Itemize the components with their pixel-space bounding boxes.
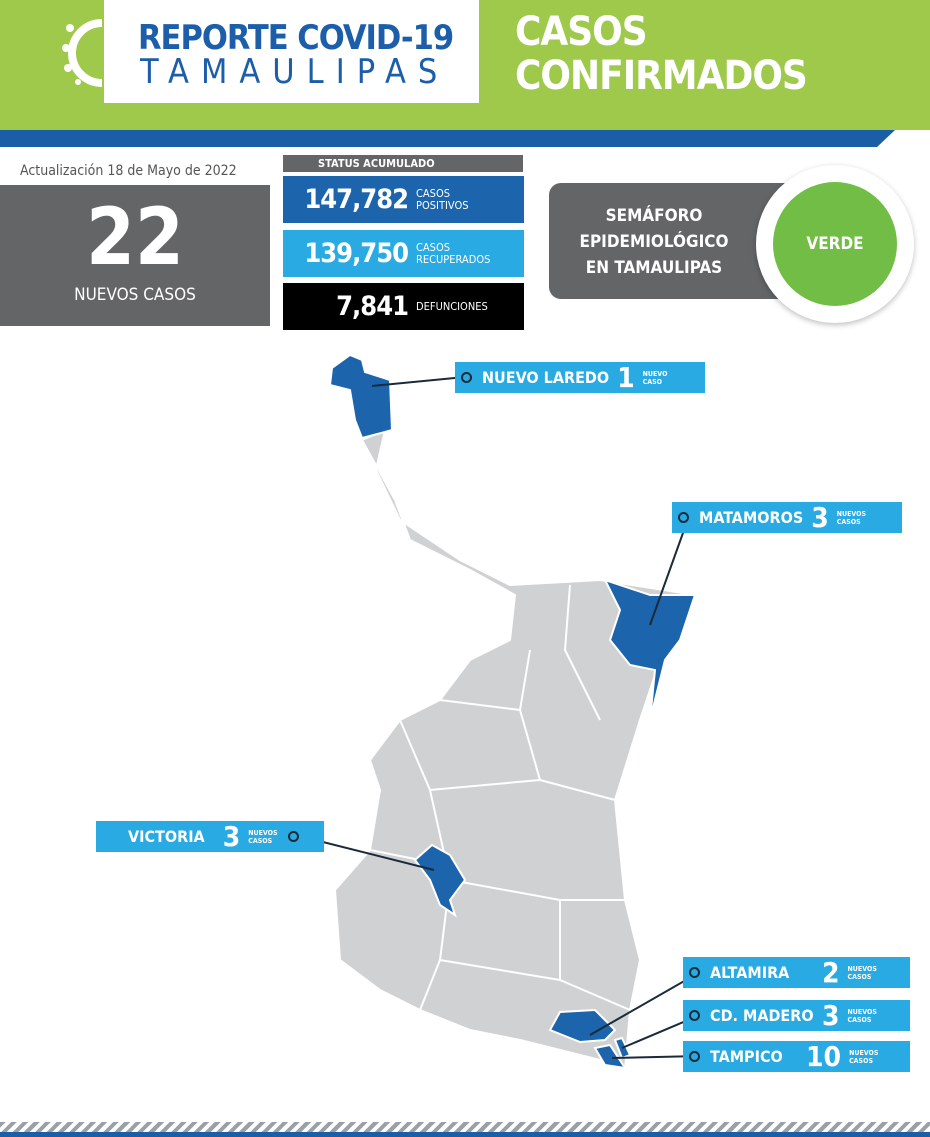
stat-recovered: 139,750 CASOS RECUPERADOS	[283, 230, 524, 277]
municipality-victoria	[413, 843, 467, 918]
header-stripe	[0, 130, 895, 147]
stat-value: 147,782	[304, 184, 409, 215]
stat-value: 139,750	[304, 238, 409, 269]
municipality-name: MATAMOROS	[699, 508, 804, 527]
municipality-matamoros	[603, 578, 697, 721]
unit-text: NUEVOS	[849, 1048, 879, 1057]
stat-label: RECUPERADOS	[416, 252, 491, 266]
municipality-altamira	[548, 1008, 617, 1044]
municipality-tampico	[593, 1043, 628, 1070]
unit-text: NUEVOS	[847, 1007, 877, 1016]
update-date: Actualización 18 de Mayo de 2022	[20, 163, 237, 179]
pin-icon	[689, 967, 700, 978]
pin-icon	[689, 1010, 700, 1021]
new-cases-box: 22 NUEVOS CASOS	[0, 185, 270, 326]
label-cd-madero: CD. MADERO 3 NUEVOS CASOS	[683, 999, 910, 1032]
municipality-name: NUEVO LAREDO	[482, 368, 610, 387]
unit-text: NUEVOS	[248, 828, 278, 837]
semaforo-line: EN TAMAULIPAS	[585, 258, 723, 278]
stat-deaths: 7,841 DEFUNCIONES	[283, 283, 524, 330]
leader-line-nuevo-laredo	[371, 376, 466, 387]
label-nuevo-laredo: NUEVO LAREDO 1 NUEVO CASO	[455, 361, 705, 394]
new-cases-value: 22	[86, 193, 184, 283]
case-count: 3	[222, 820, 241, 853]
case-count: 3	[822, 999, 840, 1032]
label-altamira: ALTAMIRA 2 NUEVOS CASOS	[683, 956, 910, 989]
stat-positive: 147,782 CASOS POSITIVOS	[283, 176, 524, 223]
label-victoria: VICTORIA 3 NUEVOS CASOS	[96, 820, 324, 853]
stat-label: CASOS	[416, 186, 451, 200]
case-count: 3	[811, 501, 829, 534]
stat-label: CASOS	[416, 240, 451, 254]
unit-text: CASOS	[248, 836, 273, 845]
unit-text: CASOS	[836, 517, 861, 526]
unit-text: NUEVOS	[847, 964, 877, 973]
semaforo-line: SEMÁFORO	[605, 206, 703, 226]
unit-text: CASOS	[847, 1015, 872, 1024]
status-header: STATUS ACUMULADO	[283, 155, 523, 172]
municipality-name: ALTAMIRA	[710, 963, 790, 982]
label-matamoros: MATAMOROS 3 NUEVOS CASOS	[672, 501, 902, 534]
virus-icon	[62, 19, 102, 87]
pin-icon	[689, 1051, 700, 1062]
semaforo-level: VERDE	[773, 182, 897, 306]
case-count: 1	[617, 361, 635, 394]
footer-bar	[0, 1132, 930, 1137]
page-title: CASOS CONFIRMADOS	[515, 9, 808, 99]
pin-icon	[461, 372, 472, 383]
new-cases-label: NUEVOS CASOS	[74, 285, 196, 305]
stat-label: DEFUNCIONES	[416, 299, 488, 313]
state-outline	[333, 428, 697, 1072]
leader-line-altamira	[589, 971, 701, 1036]
leader-line-victoria	[306, 837, 435, 871]
unit-text: NUEVO	[642, 369, 668, 378]
unit-text: CASOS	[847, 972, 872, 981]
logo-subtitle: TAMAULIPAS	[140, 52, 450, 92]
municipality-nuevo-laredo	[328, 353, 394, 440]
case-count: 10	[806, 1040, 842, 1073]
logo-box	[104, 0, 479, 103]
unit-text: CASOS	[849, 1056, 873, 1065]
municipality-name: VICTORIA	[128, 827, 205, 846]
title-line1: CASOS	[515, 9, 648, 55]
logo-title: REPORTE COVID-19	[138, 18, 454, 58]
case-count: 2	[822, 956, 840, 989]
stat-label: POSITIVOS	[416, 198, 469, 212]
stat-value: 7,841	[336, 291, 409, 322]
title-line2: CONFIRMADOS	[515, 53, 808, 99]
municipality-name: CD. MADERO	[710, 1006, 814, 1025]
unit-text: NUEVOS	[836, 509, 867, 518]
state-map	[306, 353, 701, 1072]
pin-icon	[678, 512, 689, 523]
label-tampico: TAMPICO 10 NUEVOS CASOS	[683, 1040, 910, 1073]
leader-line-matamoros	[649, 518, 689, 626]
municipal-borders	[369, 584, 631, 1011]
pin-icon	[287, 831, 299, 842]
unit-text: CASO	[642, 377, 663, 386]
semaforo-line: EPIDEMIOLÓGICO	[579, 232, 729, 252]
municipality-name: TAMPICO	[710, 1047, 783, 1066]
